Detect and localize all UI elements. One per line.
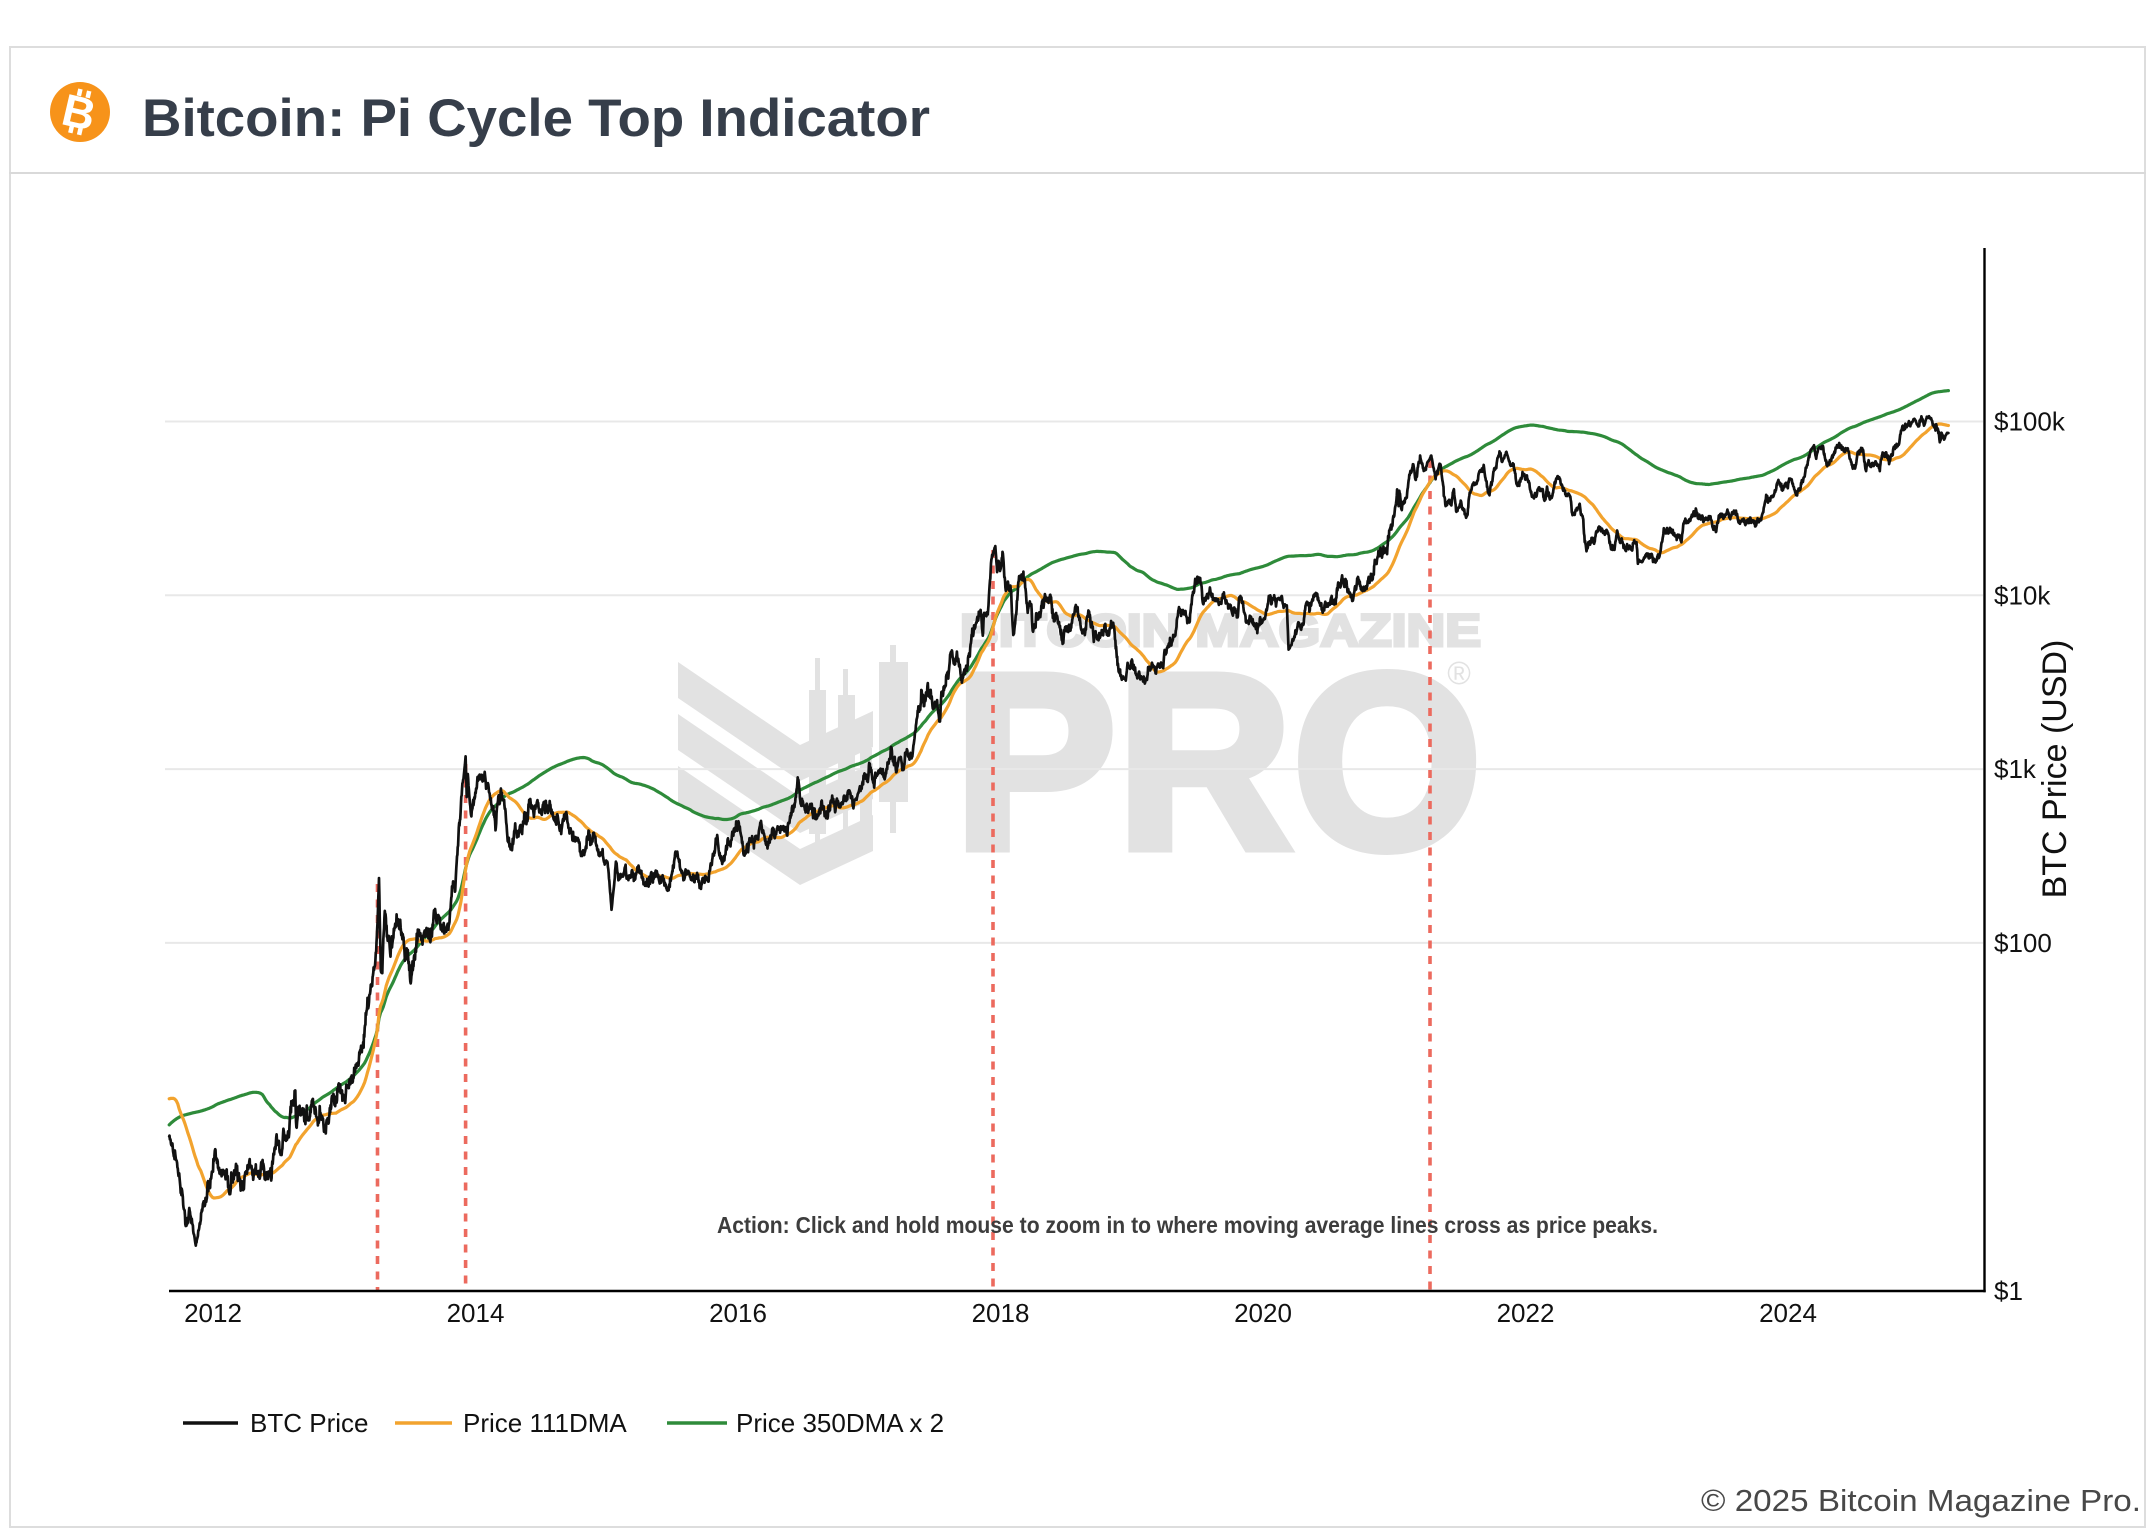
svg-text:$1: $1: [1994, 1276, 2023, 1306]
svg-text:2014: 2014: [447, 1298, 505, 1328]
svg-text:BTC Price: BTC Price: [250, 1408, 368, 1438]
svg-text:®: ®: [1447, 655, 1471, 691]
svg-text:2024: 2024: [1759, 1298, 1817, 1328]
svg-text:Price 350DMA x 2: Price 350DMA x 2: [736, 1408, 944, 1438]
svg-text:© 2025 Bitcoin Magazine Pro.: © 2025 Bitcoin Magazine Pro.: [1701, 1483, 2141, 1518]
svg-text:BITCOIN MAGAZINE: BITCOIN MAGAZINE: [960, 605, 1481, 656]
svg-text:2020: 2020: [1234, 1298, 1292, 1328]
svg-text:Action: Click and hold mouse t: Action: Click and hold mouse to zoom in …: [717, 1212, 1658, 1238]
svg-text:PRO: PRO: [954, 622, 1482, 901]
svg-text:Price 111DMA: Price 111DMA: [463, 1408, 627, 1438]
svg-text:$100k: $100k: [1994, 407, 2066, 437]
svg-text:2022: 2022: [1497, 1298, 1555, 1328]
svg-text:$100: $100: [1994, 928, 2052, 958]
svg-text:Bitcoin: Pi Cycle Top Indicato: Bitcoin: Pi Cycle Top Indicator: [142, 89, 930, 148]
svg-text:2018: 2018: [972, 1298, 1030, 1328]
svg-text:BTC Price (USD): BTC Price (USD): [2036, 640, 2074, 899]
svg-text:2016: 2016: [709, 1298, 767, 1328]
svg-text:2012: 2012: [184, 1298, 242, 1328]
svg-text:$1k: $1k: [1994, 754, 2037, 784]
svg-text:$10k: $10k: [1994, 580, 2051, 610]
